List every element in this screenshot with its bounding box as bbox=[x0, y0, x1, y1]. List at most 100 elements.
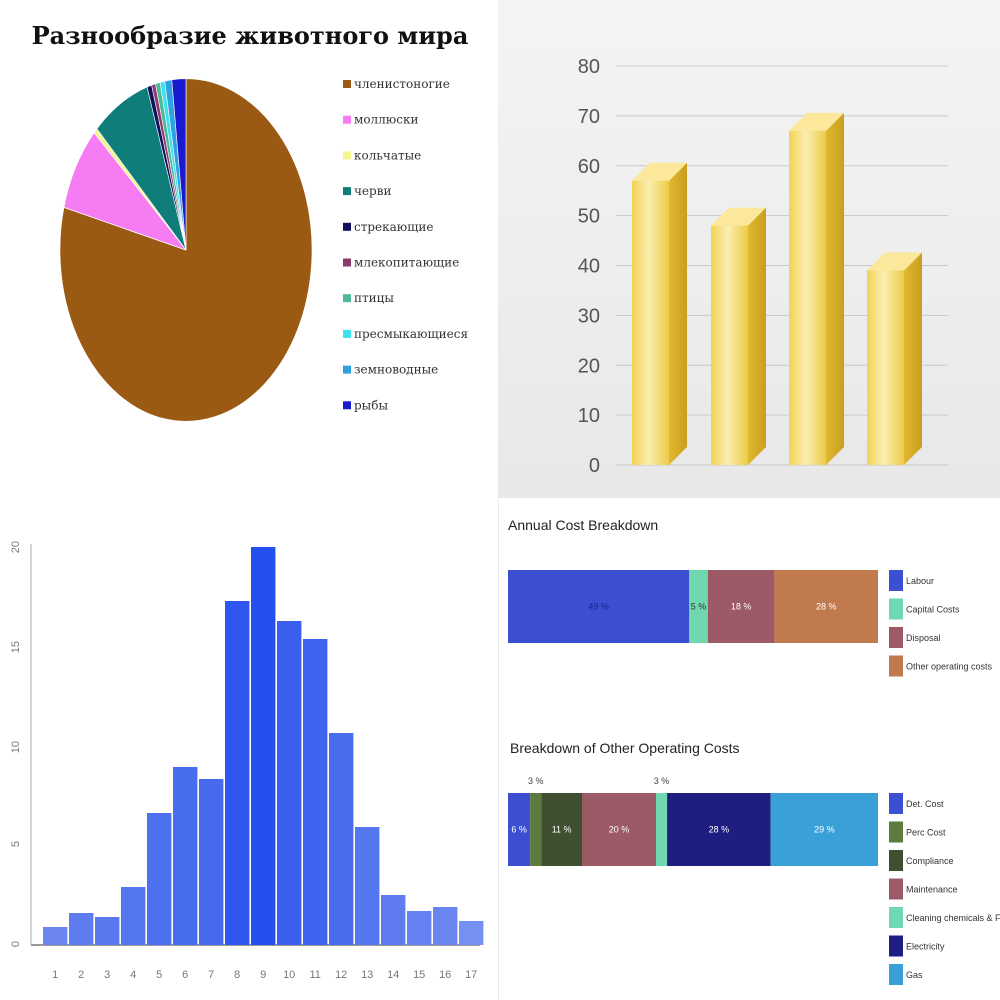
pie-slice-10 bbox=[171, 78, 187, 251]
histogram-xtick-3: 3 bbox=[104, 969, 110, 981]
histogram-ytick-20: 20 bbox=[10, 541, 22, 553]
bar3d-ytick-0: 0 bbox=[589, 455, 600, 477]
annual-cost-segment-label-4: 28 % bbox=[816, 602, 837, 612]
bar3d-bar-3 bbox=[789, 112, 844, 466]
histogram-ytick-5: 5 bbox=[10, 841, 22, 847]
annual-cost-segment-label-1: 49 % bbox=[588, 602, 609, 612]
bar3d-ytick-40: 40 bbox=[578, 256, 600, 278]
bar3d-chart: 0 10 20 30 40 50 60 70 80 bbox=[578, 56, 948, 477]
pie-chart-title: Разнообразие животного мира bbox=[32, 21, 469, 50]
histogram-xtick-13: 13 bbox=[361, 969, 373, 981]
bar3d-ytick-10: 10 bbox=[578, 405, 600, 427]
histogram-bar-12 bbox=[329, 733, 354, 945]
other-costs-legend-swatch-3 bbox=[889, 850, 903, 871]
histogram-bar-13 bbox=[355, 827, 380, 945]
other-costs-legend-swatch-1 bbox=[889, 793, 903, 814]
histogram-bar-4 bbox=[121, 887, 146, 945]
histogram-bar-7 bbox=[199, 779, 224, 945]
histogram-bar-15 bbox=[407, 911, 432, 945]
bar3d-ytick-30: 30 bbox=[578, 305, 600, 327]
histogram-bar-9 bbox=[251, 547, 276, 945]
other-costs-segment-label-6: 28 % bbox=[709, 825, 730, 835]
annual-cost-legend-swatch-4 bbox=[889, 655, 903, 677]
histogram-xtick-15: 15 bbox=[413, 969, 425, 981]
other-costs-segment-5 bbox=[656, 793, 668, 866]
histogram-bar-10 bbox=[277, 621, 302, 945]
other-costs-segment-label-5: 3 % bbox=[654, 776, 670, 786]
pie-legend-swatch-1 bbox=[343, 80, 351, 88]
histogram-panel: 0 5 10 15 20 1 2 3 4 5 6 7 8 9 10 11 12 13 14 15 16 17 bbox=[0, 500, 498, 1000]
other-costs-legend-label-5: Cleaning chemicals & Filters bbox=[906, 913, 1000, 923]
pie-legend-swatch-4 bbox=[343, 187, 351, 196]
bar3d-ytick-20: 20 bbox=[578, 355, 600, 377]
other-costs-legend-swatch-6 bbox=[889, 935, 903, 957]
histogram-xtick-8: 8 bbox=[234, 969, 240, 981]
bar3d-ytick-60: 60 bbox=[578, 156, 600, 178]
histogram-bar-2 bbox=[69, 913, 94, 945]
histogram-xtick-9: 9 bbox=[260, 969, 266, 981]
other-costs-segment-label-4: 20 % bbox=[609, 825, 630, 835]
pie-legend-swatch-10 bbox=[343, 401, 351, 410]
pie-legend-label-9: земноводные bbox=[354, 363, 438, 377]
histogram-xtick-12: 12 bbox=[335, 969, 347, 981]
pie-legend-label-10: рыбы bbox=[354, 398, 388, 412]
histogram-bar-8 bbox=[225, 601, 250, 945]
histogram-xtick-5: 5 bbox=[156, 969, 162, 981]
other-costs-segment-1 bbox=[508, 793, 531, 866]
histogram-xtick-17: 17 bbox=[465, 969, 477, 981]
annual-cost-legend-label-2: Capital Costs bbox=[906, 605, 960, 615]
other-costs-segment-2 bbox=[530, 793, 542, 866]
bar3d-ytick-80: 80 bbox=[578, 56, 600, 78]
annual-cost-legend-swatch-2 bbox=[889, 598, 903, 620]
pie-legend-label-3: кольчатые bbox=[354, 148, 421, 162]
annual-cost-segment-4 bbox=[774, 570, 878, 643]
annual-cost-segment-3 bbox=[707, 570, 775, 643]
other-costs-title: Breakdown of Other Operating Costs bbox=[510, 740, 740, 756]
annual-cost-legend-label-3: Disposal bbox=[906, 633, 941, 643]
other-costs-legend-swatch-7 bbox=[889, 964, 903, 985]
annual-cost-title: Annual Cost Breakdown bbox=[508, 517, 658, 533]
other-costs-legend-swatch-5 bbox=[889, 907, 903, 928]
histogram-xtick-6: 6 bbox=[182, 969, 188, 981]
cost-breakdown-panel: Annual Cost Breakdown 49 % 5 % 18 % 28 % La… bbox=[498, 500, 1000, 1000]
pie-legend-label-1: членистоногие bbox=[354, 77, 450, 91]
histogram-bar-3 bbox=[95, 917, 120, 945]
bar3d-chart-panel: 0 10 20 30 40 50 60 70 80 bbox=[498, 0, 1000, 498]
pie-legend-label-8: пресмыкающиеся bbox=[354, 327, 468, 341]
other-costs-segment-3 bbox=[541, 793, 582, 866]
bar3d-ytick-50: 50 bbox=[578, 206, 600, 228]
pie-legend-label-5: стрекающие bbox=[354, 220, 434, 234]
histogram-bar-14 bbox=[381, 895, 406, 945]
histogram-bar-5 bbox=[147, 813, 172, 945]
annual-cost-legend-label-1: Labour bbox=[906, 576, 934, 586]
pie-legend-swatch-5 bbox=[343, 222, 351, 231]
annual-cost-segment-2 bbox=[689, 570, 708, 643]
histogram-ytick-15: 15 bbox=[10, 641, 22, 653]
other-costs-legend-label-4: Maintenance bbox=[906, 885, 958, 895]
histogram-xtick-14: 14 bbox=[387, 969, 399, 981]
pie-legend-swatch-9 bbox=[343, 365, 351, 374]
pie-legend-label-2: моллюски bbox=[354, 113, 418, 127]
annual-cost-segment-1 bbox=[508, 570, 690, 643]
other-costs-legend-label-3: Compliance bbox=[906, 856, 954, 866]
histogram-xtick-16: 16 bbox=[439, 969, 451, 981]
pie-chart-panel: Разнообразие животного мира членистоноги… bbox=[0, 0, 498, 498]
histogram-bar-11 bbox=[303, 639, 328, 945]
bar3d-bar-1 bbox=[632, 162, 687, 465]
other-costs-segment-label-2: 3 % bbox=[528, 776, 544, 786]
other-costs-legend-swatch-4 bbox=[889, 878, 903, 900]
histogram-ytick-0: 0 bbox=[10, 941, 22, 947]
pie-legend-swatch-7 bbox=[343, 294, 351, 303]
other-costs-legend-label-6: Electricity bbox=[906, 942, 945, 952]
histogram-xtick-1: 1 bbox=[52, 969, 58, 981]
histogram-ytick-10: 10 bbox=[10, 741, 22, 753]
histogram-bar-6 bbox=[173, 767, 198, 945]
pie-legend-swatch-8 bbox=[343, 329, 351, 338]
histogram-bar-16 bbox=[433, 907, 458, 945]
other-costs-segment-label-1: 6 % bbox=[511, 825, 527, 835]
other-costs-legend-label-1: Det. Cost bbox=[906, 799, 944, 809]
other-costs-legend-label-2: Perc Cost bbox=[906, 828, 946, 838]
other-costs-legend-swatch-2 bbox=[889, 821, 903, 843]
annual-cost-legend-label-4: Other operating costs bbox=[906, 662, 993, 672]
